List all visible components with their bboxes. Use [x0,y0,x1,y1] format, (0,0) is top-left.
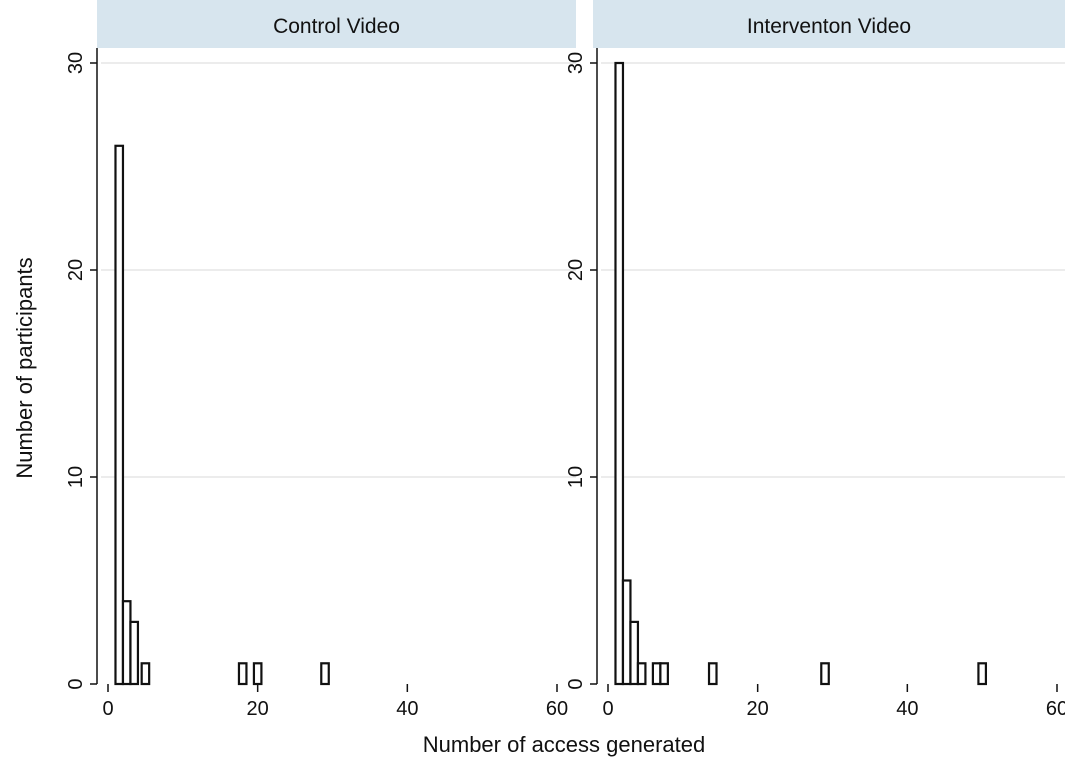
x-axis-title: Number of access generated [423,732,706,757]
x-tick-label: 40 [896,698,918,720]
panel-title: Interventon Video [747,15,911,38]
y-tick-label: 0 [65,678,87,689]
y-tick-label: 20 [65,259,87,281]
x-tick-label: 0 [102,698,113,720]
y-axis-title: Number of participants [12,257,37,478]
x-tick-label: 60 [1046,698,1065,720]
panel-header [593,0,1065,48]
y-tick-label: 30 [65,52,87,74]
y-tick-label: 20 [565,259,587,281]
panel-header [97,0,576,48]
bar [121,600,132,686]
y-tick-label: 10 [565,466,587,488]
bar [820,662,830,686]
panel-intervention: Interventon Video 0 10 20 30 0 20 40 60 [565,0,1065,720]
bar [651,662,662,686]
bar [629,620,640,686]
x-tick-label: 20 [747,698,769,720]
x-tick-label: 60 [546,698,568,720]
x-tick-label: 40 [396,698,418,720]
y-tick-label: 10 [65,466,87,488]
bar [237,662,248,686]
bar [252,662,263,686]
bar [707,662,718,686]
x-tick-label: 0 [602,698,613,720]
bar [114,144,125,686]
panel-control: Control Video 0 10 20 30 0 20 40 60 [65,0,576,720]
bar [636,662,647,686]
bar [621,579,632,686]
x-tick-label: 20 [247,698,269,720]
bar [140,662,151,686]
y-tick-label: 30 [565,52,587,74]
panel-title: Control Video [273,15,400,38]
bar [320,662,330,686]
bar [129,620,140,686]
bar [977,662,988,686]
y-tick-label: 0 [565,678,587,689]
bar [659,662,669,686]
bar [614,61,625,686]
